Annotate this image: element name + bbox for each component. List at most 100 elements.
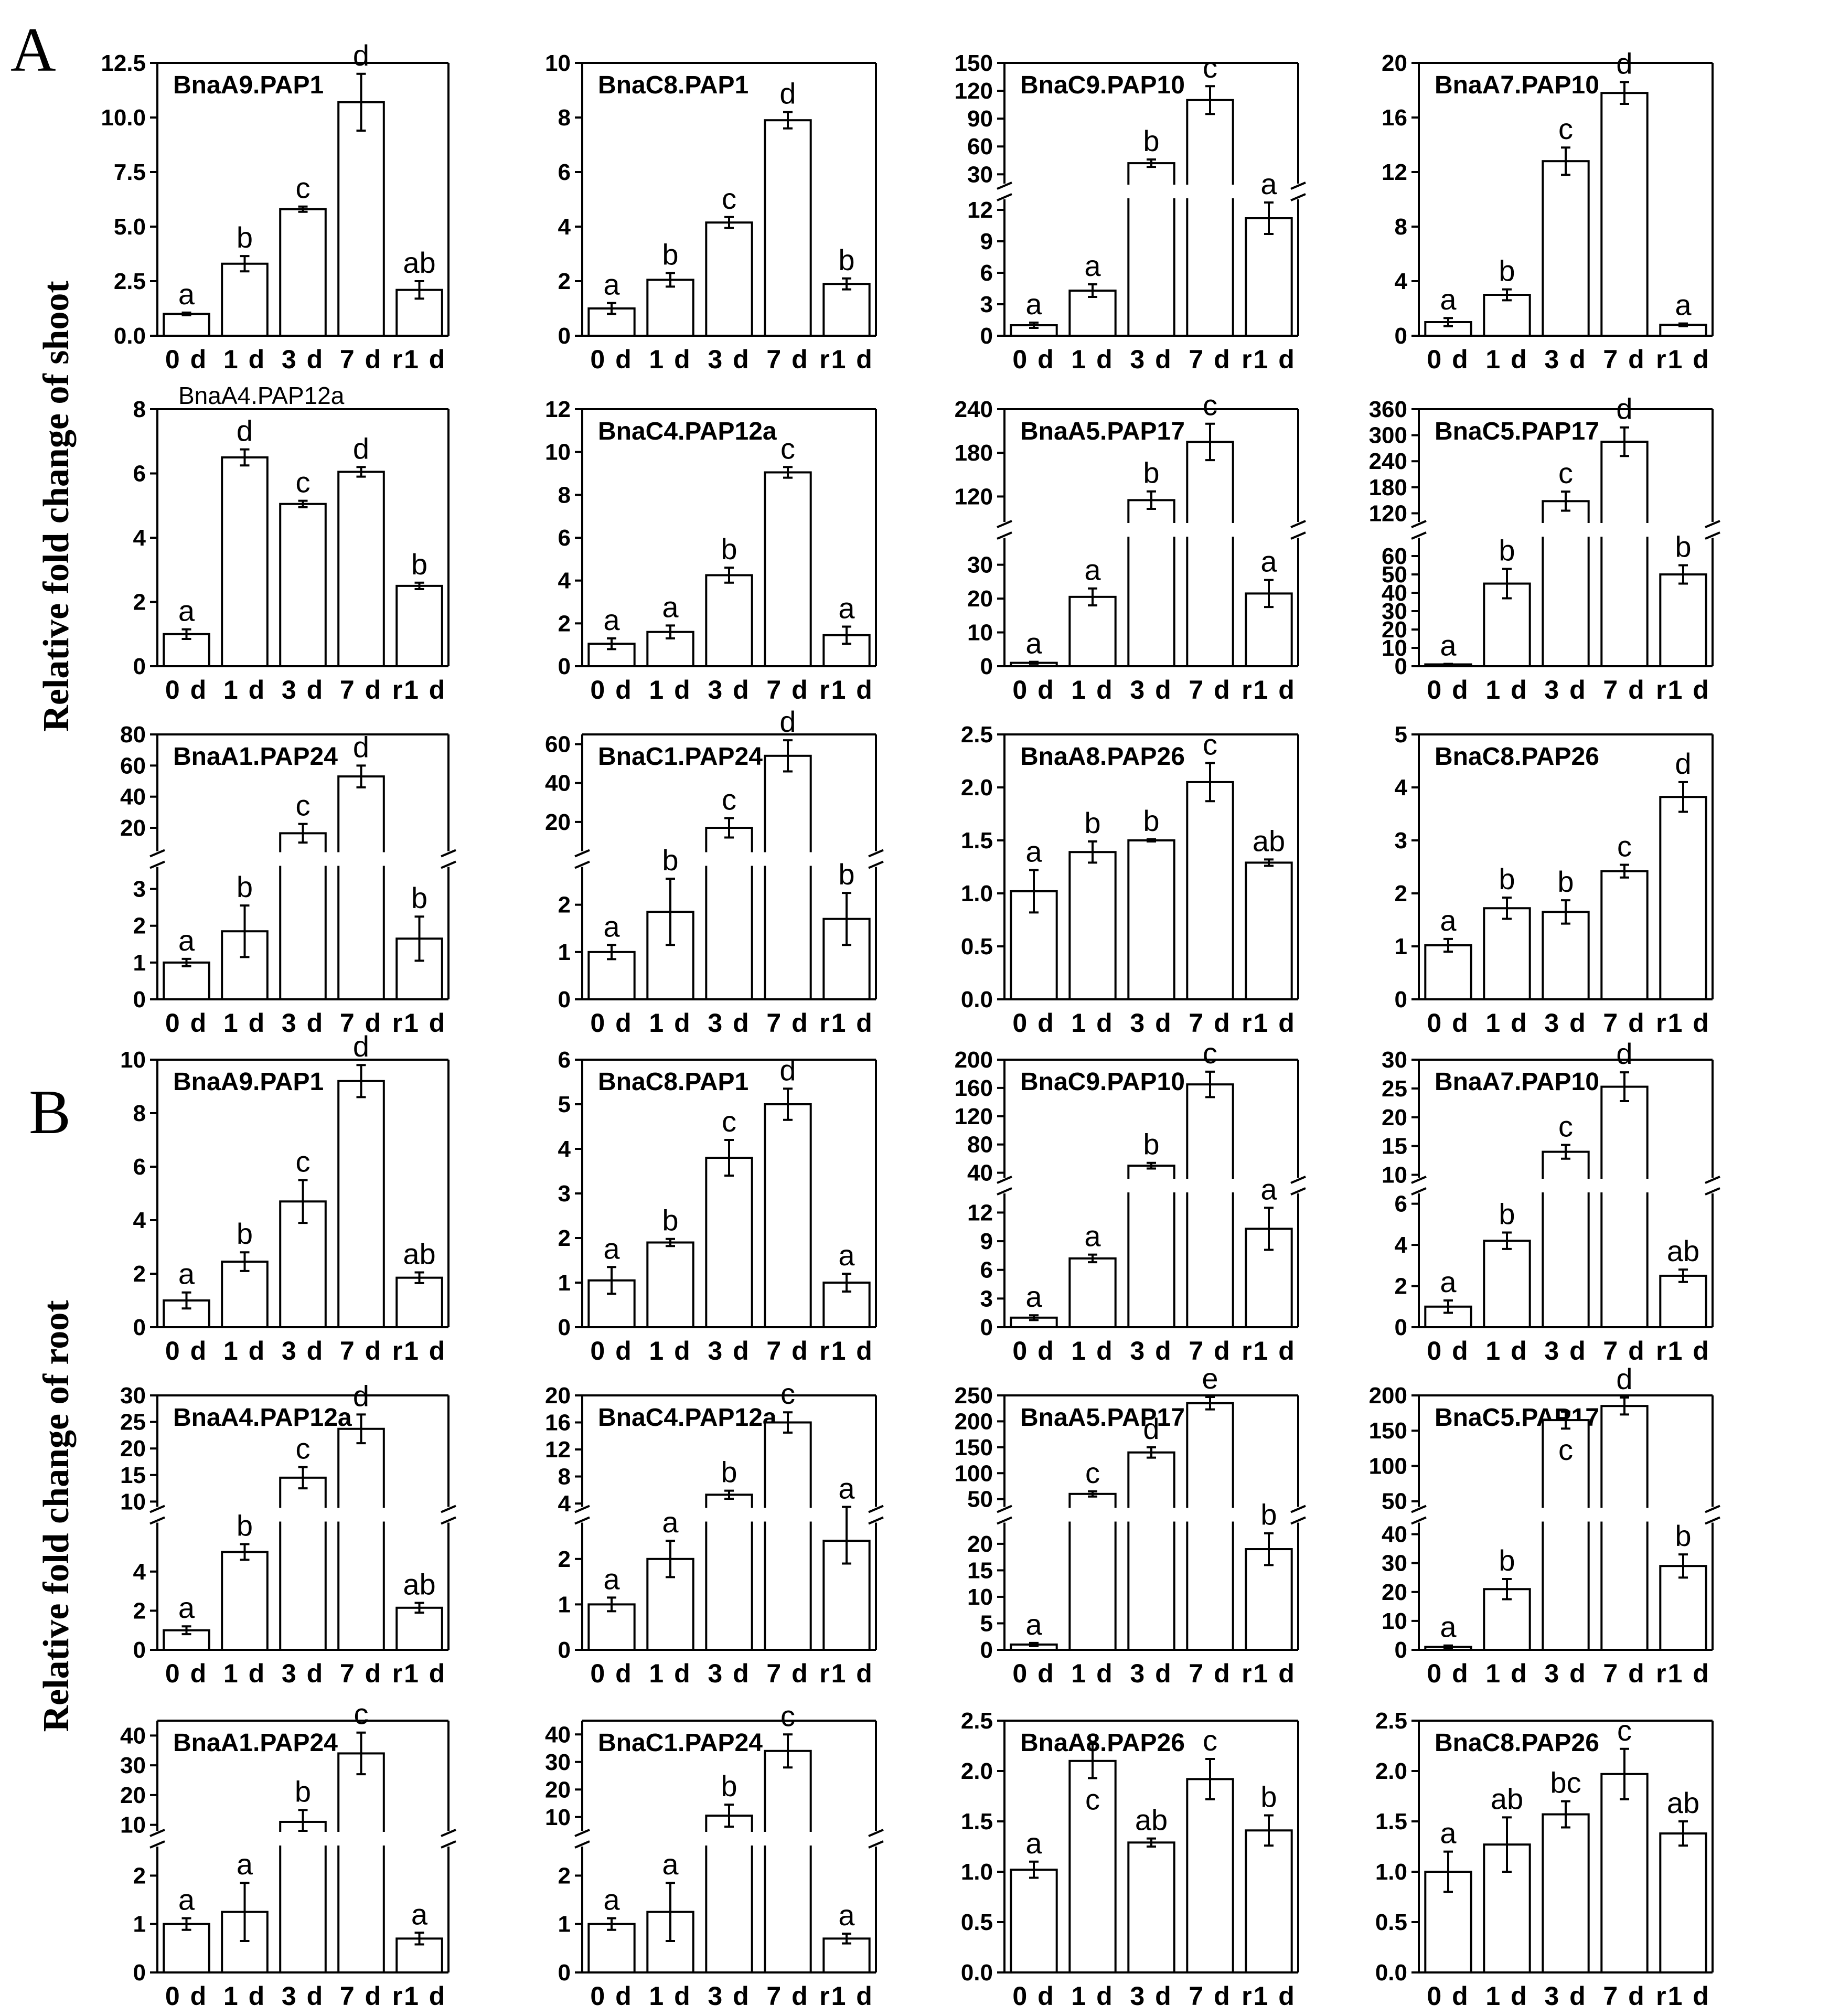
bar <box>337 1080 385 1329</box>
bar <box>221 262 269 337</box>
chart-title: BnaA7.PAP10 <box>1435 71 1599 99</box>
significance-letter: c <box>296 466 311 499</box>
significance-letter: c <box>296 789 311 822</box>
chart-title: BnaA4.PAP12a <box>178 382 345 409</box>
y-tick-label: 20 <box>967 1531 993 1557</box>
chart-title: BnaA5.PAP17 <box>1020 1404 1185 1432</box>
y-tick-label: 10 <box>120 1489 146 1514</box>
bar <box>1424 944 1472 1000</box>
bar <box>1245 217 1293 337</box>
y-tick-label: 30 <box>120 1383 146 1409</box>
y-tick-label: 16 <box>1382 105 1407 131</box>
y-tick-label: 6 <box>558 1047 571 1073</box>
axis-break-mark <box>997 1505 1012 1513</box>
significance-letter: a <box>1025 1827 1042 1860</box>
x-tick-label: 1 d <box>223 1008 266 1038</box>
y-tick-label: 180 <box>955 440 993 466</box>
significance-letter: a <box>178 1591 195 1624</box>
x-tick-label: 7 d <box>766 1008 809 1038</box>
significance-letter: d <box>353 39 369 72</box>
x-tick-label: 7 d <box>340 1008 382 1038</box>
axis-break-mark <box>868 1829 884 1837</box>
axis-break-mark <box>1411 1176 1427 1184</box>
y-tick-label: 6 <box>133 461 146 487</box>
significance-letter: b <box>662 844 678 877</box>
bar <box>1186 1778 1234 1974</box>
significance-letter: d <box>1616 1362 1632 1395</box>
bar <box>1600 441 1649 667</box>
significance-letter: b <box>411 548 427 581</box>
bar <box>1659 1565 1707 1651</box>
axis-break-mark <box>1705 1187 1720 1196</box>
bar <box>1542 1419 1590 1651</box>
significance-letter: a <box>1440 1610 1457 1644</box>
y-tick-label: 12 <box>545 1437 571 1463</box>
axis-break-mark <box>149 1840 165 1849</box>
x-tick-label: 7 d <box>766 1659 809 1688</box>
x-tick-label: 0 d <box>1012 675 1055 705</box>
y-tick-label: 4 <box>558 1136 571 1162</box>
y-tick-label: 360 <box>1369 397 1407 422</box>
chart-bnaa1-pap24-a: 0 1 2 3 20 40 60 80 BnaA1.PAP24 a 0 d b 1 d c 3 d d 7 d b… <box>120 722 456 1038</box>
bar <box>395 1276 443 1328</box>
y-tick-label: 10 <box>545 50 571 76</box>
y-tick-label: 120 <box>955 1104 993 1129</box>
bar <box>1245 861 1293 1001</box>
significance-letter: bc <box>1550 1766 1581 1799</box>
y-tick-label: 0.5 <box>1375 1910 1407 1935</box>
axis-break-mark <box>1705 531 1720 540</box>
chart-bnac1-pap24-a: 0 1 2 20 40 60 BnaC1.PAP24 a 0 d b 1 d c 3 d d 7 d b r1 … <box>545 705 884 1038</box>
y-tick-label: 8 <box>558 482 571 508</box>
bar <box>1600 1405 1649 1651</box>
significance-letter: b <box>662 1204 678 1237</box>
y-tick-label: 1.0 <box>961 1859 993 1885</box>
chart-title: BnaC8.PAP1 <box>598 1068 748 1096</box>
y-tick-label: 60 <box>120 753 146 778</box>
bar <box>1483 907 1531 1001</box>
y-tick-label: 40 <box>1382 1522 1407 1548</box>
x-tick-label: 0 d <box>590 1008 633 1038</box>
bar <box>1659 796 1707 1001</box>
axis-break-mark <box>149 849 165 858</box>
significance-letter: c <box>780 1699 795 1732</box>
significance-letter: a <box>603 603 620 636</box>
bar <box>279 503 327 667</box>
significance-letter: a <box>411 1897 428 1930</box>
chart-bnaa1-pap24-b: 0 1 2 10 20 30 40 BnaA1.PAP24 a 0 d a 1 d b 3 d c 7 d a r… <box>120 1698 456 2011</box>
x-tick-label: 3 d <box>708 1008 750 1038</box>
y-tick-label: 0 <box>133 1315 146 1340</box>
y-tick-label: 2.5 <box>114 269 146 294</box>
bar <box>337 471 385 667</box>
x-tick-label: 1 d <box>1071 675 1114 705</box>
bar <box>1068 290 1117 337</box>
y-tick-label: 20 <box>120 1436 146 1462</box>
y-tick-label: 10 <box>120 1812 146 1838</box>
chart-title: BnaA7.PAP10 <box>1435 1068 1599 1096</box>
significance-letter: b <box>1675 1519 1691 1552</box>
significance-letter: a <box>178 1883 195 1916</box>
significance-letter: a <box>1260 167 1277 200</box>
chart-title: BnaC8.PAP1 <box>598 71 748 99</box>
y-tick-label: 20 <box>120 1783 146 1808</box>
axis-break-mark <box>574 860 590 869</box>
x-tick-label: 1 d <box>1485 675 1528 705</box>
y-tick-label: 0 <box>1395 987 1407 1012</box>
y-tick-label: 2 <box>558 611 571 636</box>
significance-letter: c <box>780 1377 795 1410</box>
bar <box>1600 92 1649 337</box>
x-tick-label: 1 d <box>1485 345 1528 374</box>
significance-letter: d <box>779 1053 796 1086</box>
bar <box>1600 1773 1649 1974</box>
y-tick-label: 1 <box>1395 934 1407 959</box>
x-tick-label: 7 d <box>1189 1659 1231 1688</box>
bar <box>646 279 694 337</box>
y-tick-label: 6 <box>980 260 993 286</box>
x-tick-label: r1 d <box>819 345 874 374</box>
y-tick-label: 4 <box>558 1491 571 1517</box>
bar-break-gap <box>1067 1508 1118 1522</box>
significance-letter: d <box>1675 747 1691 780</box>
significance-letter: d <box>1616 47 1632 80</box>
y-tick-label: 5 <box>1395 722 1407 748</box>
x-tick-label: 1 d <box>1071 1336 1114 1366</box>
bar-break-gap <box>1599 1508 1650 1522</box>
